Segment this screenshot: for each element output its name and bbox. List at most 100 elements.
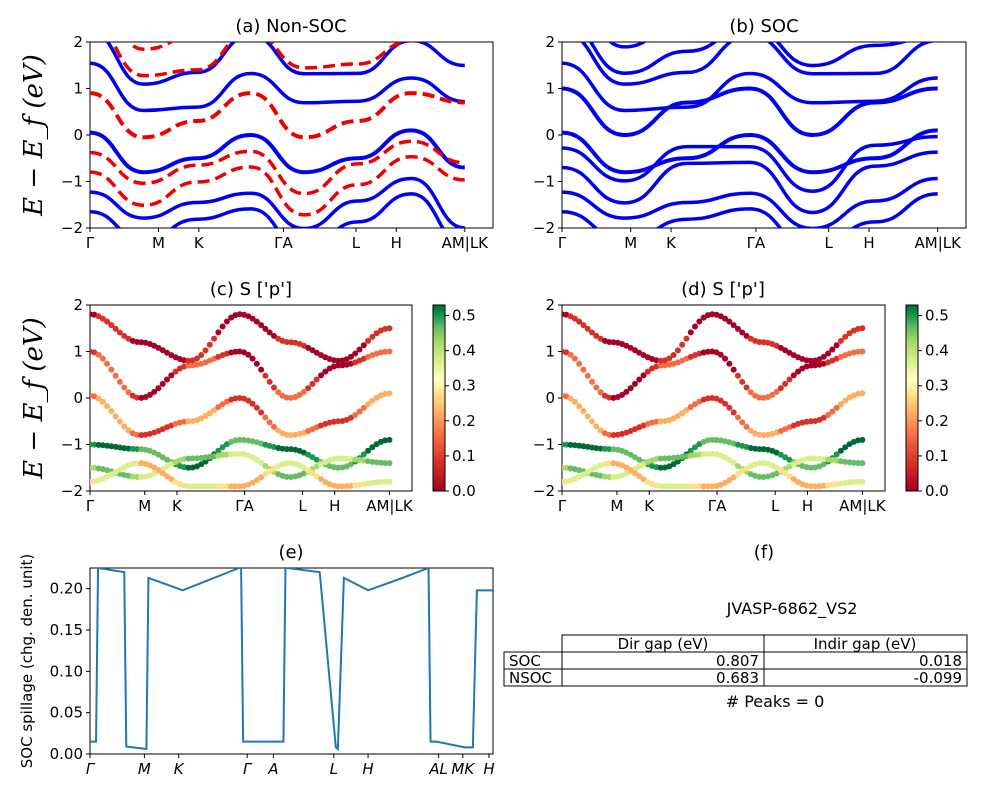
band-point: [164, 376, 171, 383]
band-point: [223, 318, 230, 325]
band-point: [99, 315, 106, 322]
band-point: [601, 445, 608, 452]
band-point: [743, 423, 750, 430]
panel-d-title: (d) S ['p']: [681, 279, 765, 300]
band-point: [108, 322, 115, 329]
band-point: [674, 347, 681, 354]
band-point: [855, 478, 862, 485]
band-point: [202, 413, 209, 420]
panel-f-title: (f): [754, 542, 774, 563]
band-point: [206, 341, 213, 348]
y-tick-label: 0: [73, 389, 83, 407]
y-tick-label: 1: [545, 80, 555, 98]
band-point: [300, 464, 307, 471]
band-point: [112, 372, 119, 379]
panel-a-title: (a) Non-SOC: [235, 16, 346, 37]
band-point: [846, 459, 853, 466]
panel-c-colorbar-ticks: 0.5 0.4 0.3 0.2 0.1 0.0: [445, 307, 476, 500]
band-point: [91, 441, 98, 448]
colorbar-tick-label: 0.0: [452, 482, 476, 500]
band-point: [202, 347, 209, 354]
x-tick-label: H: [483, 760, 494, 778]
band-point: [116, 378, 123, 385]
band-point: [661, 455, 668, 462]
x-tick-label: K: [172, 497, 183, 515]
band-point: [185, 464, 192, 471]
band-point: [777, 385, 784, 392]
band-point: [580, 322, 587, 329]
panel-f-subtitle: JVASP-6862_VS2: [726, 599, 858, 619]
x-tick-label: ΓA: [708, 497, 727, 515]
band-point: [795, 368, 802, 375]
band-point: [185, 455, 192, 462]
band-point: [756, 446, 763, 453]
band-point: [739, 329, 746, 336]
band-point: [820, 414, 827, 421]
band-line: [580, 42, 938, 86]
x-tick-label: H: [863, 234, 874, 252]
band-point: [807, 483, 814, 490]
band-point: [696, 451, 703, 458]
band-point: [262, 414, 269, 421]
band-point: [820, 461, 827, 468]
band-point: [335, 357, 342, 364]
band-point: [709, 436, 716, 443]
band-point: [859, 325, 866, 332]
x-tick-label: K: [644, 497, 655, 515]
y-tick-label: −1: [61, 173, 83, 191]
band-point: [386, 478, 393, 485]
band-point: [339, 455, 346, 462]
band-point: [305, 467, 312, 474]
band-point: [343, 455, 350, 462]
band-line: [90, 176, 466, 228]
panel-e-plot: 0.200.150.100.050.00Γ M K Γ A L H AL MK H: [50, 567, 495, 778]
band-point: [215, 483, 222, 490]
band-point: [606, 394, 613, 401]
band-point: [786, 376, 793, 383]
band-point: [606, 338, 613, 345]
x-tick-label: M: [138, 497, 151, 515]
band-point: [619, 391, 626, 398]
table-cell: [763, 668, 968, 687]
band-point: [859, 348, 866, 355]
band-point: [159, 470, 166, 477]
band-point: [679, 410, 686, 417]
band-point: [270, 384, 277, 391]
band-point: [266, 378, 273, 385]
x-tick-label: L: [771, 497, 780, 515]
band-point: [125, 389, 132, 396]
colorbar-tick-label: 0.4: [452, 342, 476, 360]
band-point: [589, 378, 596, 385]
band-point: [262, 462, 269, 469]
band-point: [151, 464, 158, 471]
colorbar-tick-label: 0.2: [925, 412, 949, 430]
band-line: [90, 91, 465, 140]
band-point: [773, 464, 780, 471]
band-point: [253, 318, 260, 325]
table-cell-value: 0.683: [716, 669, 759, 687]
y-tick-label: 2: [545, 33, 555, 51]
band-point: [300, 388, 307, 395]
band-point: [829, 346, 836, 353]
band-point: [850, 459, 857, 466]
band-point: [382, 460, 389, 467]
band-point: [855, 348, 862, 355]
spillage-line: [90, 568, 493, 752]
band-point: [700, 483, 707, 490]
band-point: [576, 360, 583, 367]
band-point: [335, 362, 342, 369]
band-point: [369, 444, 376, 451]
table-cell-value: -0.099: [914, 669, 962, 687]
band-point: [245, 351, 252, 358]
x-tick-label: K: [194, 234, 205, 252]
band-point: [236, 436, 243, 443]
band-point: [219, 323, 226, 330]
band-point: [193, 483, 200, 490]
band-point: [313, 473, 320, 480]
band-point: [129, 445, 136, 452]
band-point: [266, 329, 273, 336]
band-point: [726, 318, 733, 325]
band-point: [606, 446, 613, 453]
peaks-label: # Peaks = 0: [726, 692, 825, 711]
band-point: [202, 483, 209, 490]
